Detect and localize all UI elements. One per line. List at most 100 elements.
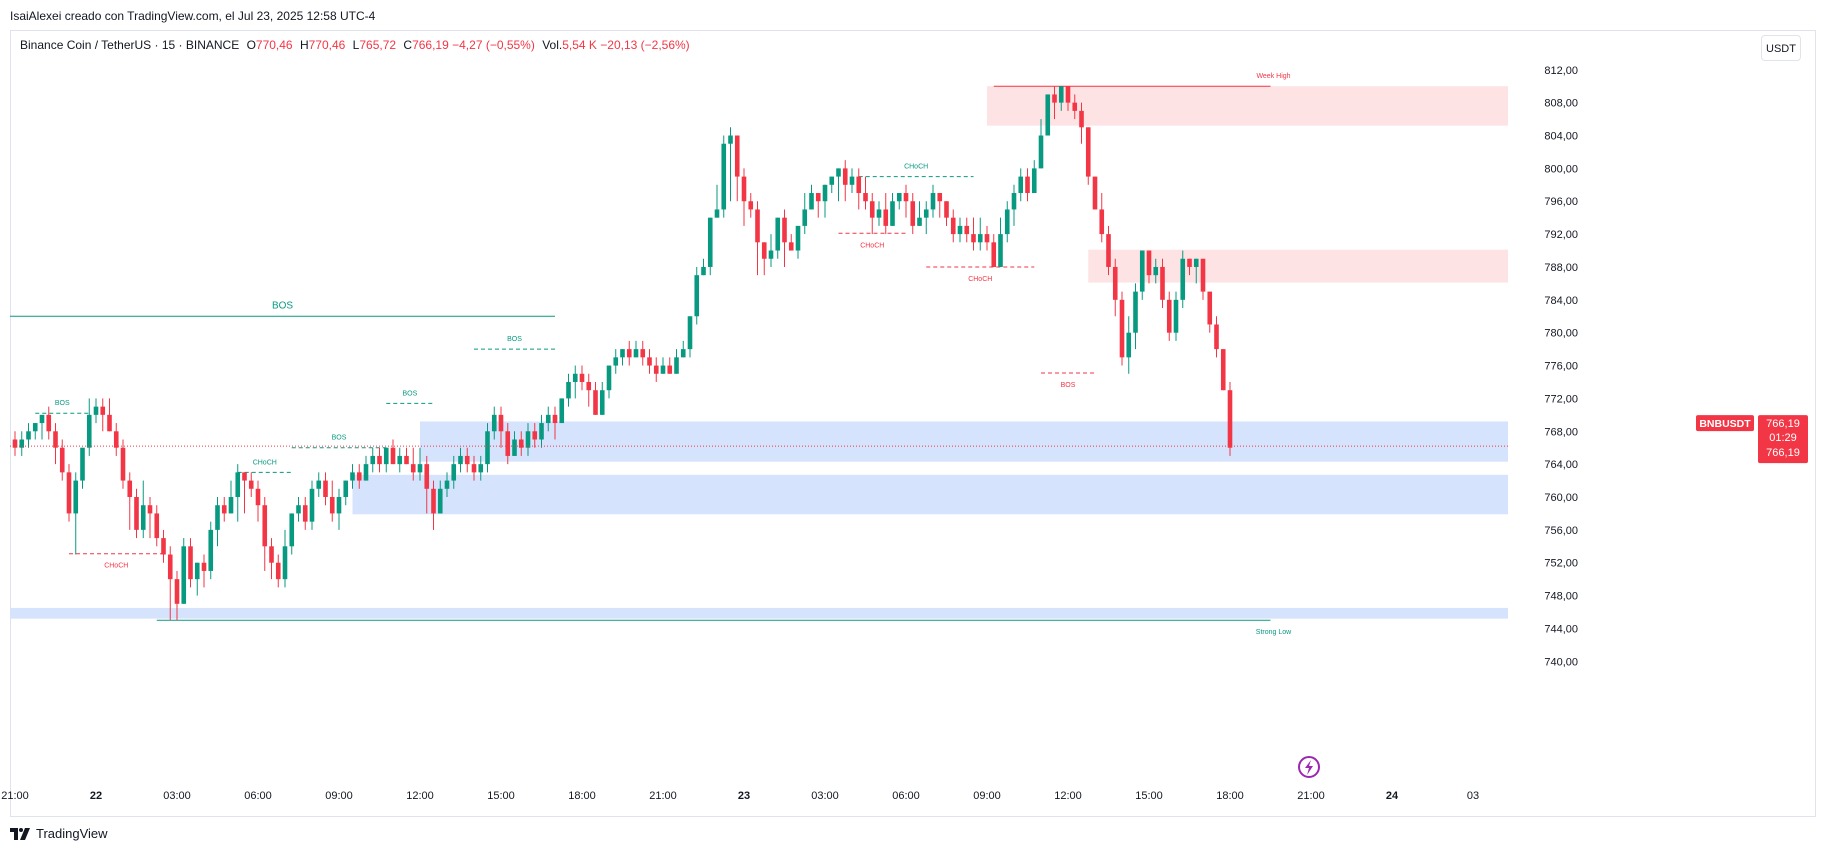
candle-body [1139, 250, 1145, 292]
volume-label: Vol. [542, 38, 563, 52]
candle [296, 497, 301, 522]
candle [829, 176, 835, 194]
candle-body [1018, 176, 1024, 194]
candle [748, 193, 754, 218]
candle-body [1146, 250, 1152, 276]
candle-body [815, 193, 821, 202]
candle-body [302, 505, 308, 522]
candle-body [545, 414, 551, 424]
candle-body [667, 365, 673, 374]
candle [836, 168, 841, 202]
candle [80, 447, 85, 489]
candle [1126, 316, 1132, 374]
countdown-text: 01:29 [1769, 432, 1797, 444]
candle-body [593, 390, 598, 415]
candle [289, 513, 295, 555]
x-tick-label: 03 [1467, 790, 1479, 802]
candle [302, 497, 308, 530]
candle [721, 135, 727, 218]
candle [86, 398, 92, 456]
candle-body [1180, 258, 1186, 300]
open-value: 770,46 [255, 38, 293, 52]
candle-body [559, 398, 565, 424]
structure-label: CHoCH [860, 242, 884, 249]
candle-body [721, 143, 727, 210]
currency-button[interactable]: USDT [1761, 35, 1801, 61]
tradingview-brand[interactable]: TradingView [10, 826, 108, 841]
candle-body [1166, 299, 1172, 333]
candle [579, 365, 585, 391]
candlestick-chart[interactable]: BOS BOS CHoCH CHoCH BOS BOS BOS CHoCH CHoCH CHoCH… [0, 0, 1826, 817]
candle [633, 340, 639, 358]
demand-zone [420, 421, 1508, 462]
candle-body [863, 193, 868, 202]
candle [842, 160, 848, 202]
volume-value: 5,54 K [562, 38, 597, 52]
candle [390, 439, 396, 465]
candle-body [606, 365, 612, 391]
candle-body [296, 505, 301, 514]
candle [424, 455, 430, 514]
candle [1193, 258, 1199, 284]
x-tick-label: 12:00 [406, 790, 434, 802]
symbol-badge-bg [1696, 415, 1754, 432]
candle [458, 447, 463, 473]
candle-body [586, 381, 592, 391]
candle [269, 538, 274, 580]
candle [113, 423, 119, 456]
candle [26, 423, 31, 448]
candle [755, 201, 760, 276]
candle [1214, 316, 1219, 358]
candle-body [478, 464, 484, 473]
x-tick-label: 09:00 [325, 790, 353, 802]
candle [856, 168, 862, 210]
candle [1166, 291, 1172, 341]
candle [863, 176, 868, 210]
candle [1146, 250, 1152, 284]
candle-body [12, 439, 18, 448]
x-tick-label: 21:00 [1297, 790, 1325, 802]
candle [377, 447, 382, 473]
candle-body [424, 464, 430, 489]
brand-name: TradingView [36, 826, 108, 841]
candle [998, 217, 1003, 267]
candle [599, 381, 605, 415]
symbol-price-badge: BNBUSDT [1696, 415, 1754, 432]
candle [343, 480, 349, 506]
candle [282, 529, 288, 588]
candle-body [694, 275, 700, 317]
last-price-badge: 766,19 01:29 766,19 [1758, 415, 1808, 464]
candle [59, 439, 65, 481]
lightning-icon[interactable] [1298, 756, 1320, 778]
candle [775, 217, 781, 259]
y-tick-label: 756,00 [1544, 525, 1578, 537]
candle-body [626, 349, 632, 358]
symbol-title[interactable]: Binance Coin / TetherUS · 15 · BINANCE [20, 38, 240, 52]
candle-body [991, 242, 997, 267]
candle-body [1025, 176, 1030, 194]
candle-body [620, 349, 625, 358]
candle-body [680, 349, 686, 358]
candle [1133, 283, 1138, 350]
candle-body [248, 480, 254, 489]
structure-label: BOS [272, 300, 293, 311]
candle [741, 168, 747, 226]
y-tick-label: 808,00 [1544, 98, 1578, 110]
tradingview-logo-icon [10, 827, 30, 840]
candle [235, 464, 241, 522]
candle-body [46, 414, 52, 432]
candle-body [215, 505, 220, 530]
candle [1031, 160, 1037, 194]
high-value: 770,46 [308, 38, 346, 52]
y-tick-label: 800,00 [1544, 163, 1578, 175]
candle-body [397, 455, 403, 465]
candle [154, 505, 160, 547]
candle [323, 472, 328, 506]
candle [221, 497, 227, 522]
candle [917, 201, 922, 226]
candle-body [579, 373, 585, 382]
candle [613, 349, 619, 374]
candle [404, 447, 409, 465]
candle-body [154, 513, 160, 539]
candle-body [1065, 86, 1071, 103]
